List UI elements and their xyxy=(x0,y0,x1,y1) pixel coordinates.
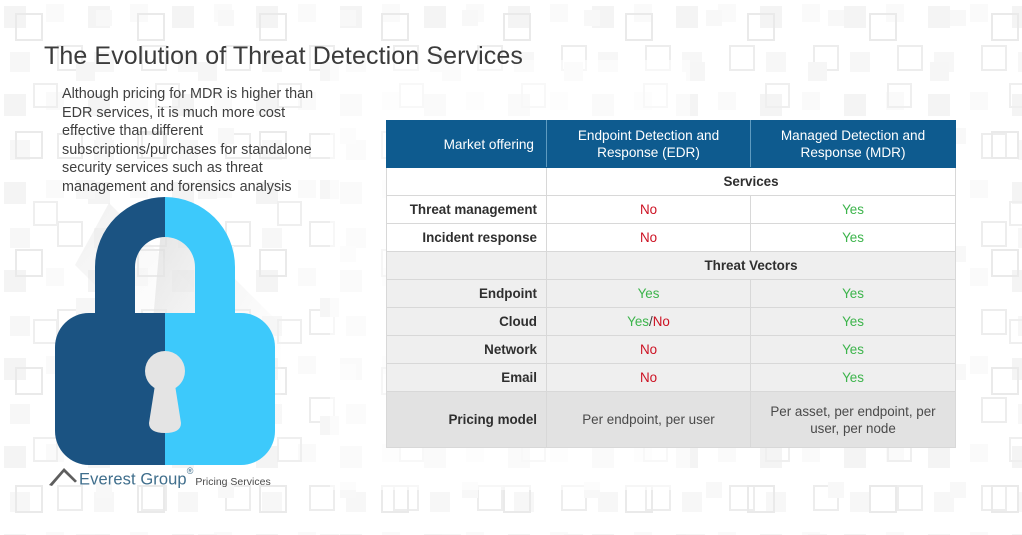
column-header-mdr: Managed Detection and Response (MDR) xyxy=(750,120,956,168)
cell-value: No xyxy=(652,314,670,329)
cell-edr: No xyxy=(546,223,751,252)
section-blank-cell xyxy=(386,251,547,280)
table-section-row: Services xyxy=(386,167,956,196)
row-label: Incident response xyxy=(386,223,547,252)
row-label: Email xyxy=(386,363,547,392)
row-label: Threat management xyxy=(386,195,547,224)
cell-mdr: Yes xyxy=(750,223,956,252)
everest-peak-icon xyxy=(49,468,77,486)
cell-mdr: Yes xyxy=(750,195,956,224)
cell-value: Yes xyxy=(637,286,660,301)
logo-wordmark-text: Everest Group xyxy=(79,470,187,489)
row-label: Network xyxy=(386,335,547,364)
logo-wordmark: Everest Group® xyxy=(79,467,193,489)
cell-value: Yes xyxy=(842,342,864,357)
comparison-table: Market offering Endpoint Detection and R… xyxy=(386,120,956,448)
everest-group-logo: Everest Group® Pricing Services xyxy=(48,465,271,489)
table-row: Cloud Yes/No Yes xyxy=(386,307,956,336)
cell-value: Yes xyxy=(842,230,864,245)
cell-mdr: Yes xyxy=(750,363,956,392)
table-section-row: Threat Vectors xyxy=(386,251,956,280)
logo-tagline: Pricing Services xyxy=(195,475,271,488)
pricing-model-row: Pricing model Per endpoint, per user Per a… xyxy=(386,391,956,448)
cell-mdr: Yes xyxy=(750,335,956,364)
row-label: Endpoint xyxy=(386,279,547,308)
pricing-model-mdr: Per asset, per endpoint, per user, per n… xyxy=(750,391,956,448)
pricing-model-label: Pricing model xyxy=(386,391,547,448)
cell-value: No xyxy=(639,202,658,217)
section-label: Services xyxy=(546,167,956,196)
table-row: Network No Yes xyxy=(386,335,956,364)
cell-edr: Yes xyxy=(546,279,751,308)
cell-value: Yes xyxy=(842,286,864,301)
section-blank-cell xyxy=(386,167,547,196)
intro-paragraph: Although pricing for MDR is higher than … xyxy=(62,86,314,195)
cell-value: Yes xyxy=(627,314,649,329)
cell-value: Yes xyxy=(842,314,864,329)
section-label: Threat Vectors xyxy=(546,251,956,280)
pricing-model-edr: Per endpoint, per user xyxy=(546,391,751,448)
cell-edr: No xyxy=(546,335,751,364)
cell-value: No xyxy=(639,342,658,357)
cell-edr: No xyxy=(546,363,751,392)
cell-mdr: Yes xyxy=(750,279,956,308)
cell-value: No xyxy=(639,230,658,245)
cell-value: Yes xyxy=(842,370,864,385)
table-row: Email No Yes xyxy=(386,363,956,392)
page-title: The Evolution of Threat Detection Servic… xyxy=(44,42,523,70)
cell-value: Yes xyxy=(842,202,864,217)
column-header-market-offering: Market offering xyxy=(386,120,547,168)
cell-value: No xyxy=(639,370,658,385)
cell-mdr: Yes xyxy=(750,307,956,336)
registered-trademark-icon: ® xyxy=(186,466,194,476)
cell-edr: Yes/No xyxy=(546,307,751,336)
table-row: Endpoint Yes Yes xyxy=(386,279,956,308)
table-body: Services Threat management No Yes Incident r… xyxy=(386,167,956,448)
padlock-icon xyxy=(55,197,281,465)
table-header: Market offering Endpoint Detection and R… xyxy=(386,120,956,168)
cell-edr: No xyxy=(546,195,751,224)
table-row: Threat management No Yes xyxy=(386,195,956,224)
row-label: Cloud xyxy=(386,307,547,336)
table-header-row: Market offering Endpoint Detection and R… xyxy=(386,120,956,168)
table-row: Incident response No Yes xyxy=(386,223,956,252)
column-header-edr: Endpoint Detection and Response (EDR) xyxy=(546,120,751,168)
